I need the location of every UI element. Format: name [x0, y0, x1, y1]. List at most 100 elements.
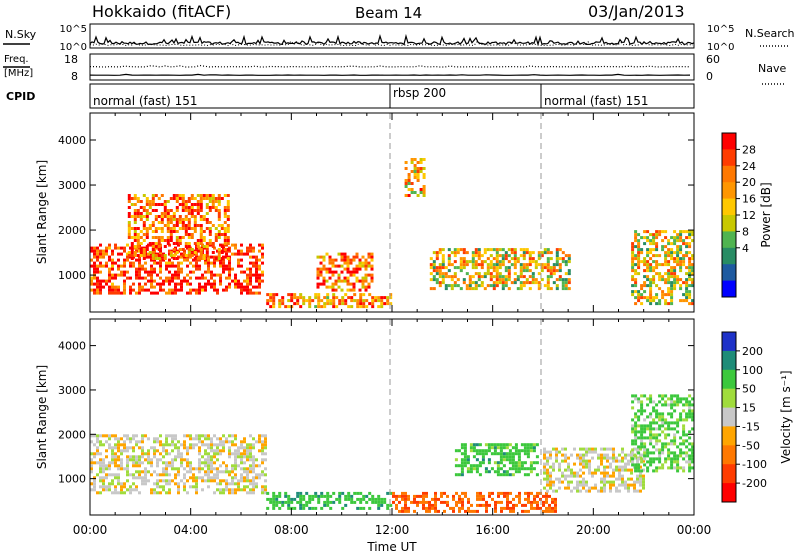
power-cell: [380, 302, 384, 306]
power-cell: [688, 257, 692, 261]
power-cell: [168, 252, 171, 256]
velocity-cell: [198, 470, 201, 474]
power-cell: [240, 288, 243, 292]
velocity-cell: [609, 474, 612, 478]
power-cell: [331, 288, 335, 292]
power-cell: [255, 267, 258, 271]
power-cell: [154, 245, 158, 248]
velocity-cell: [96, 437, 99, 441]
power-cell: [136, 212, 140, 215]
velocity-cell: [117, 440, 120, 444]
velocity-cell: [243, 479, 246, 483]
velocity-cell: [555, 477, 558, 481]
velocity-cell: [661, 418, 665, 422]
power-cell: [105, 252, 108, 256]
velocity-cell: [591, 456, 594, 460]
power-cell: [129, 291, 132, 295]
power-cell: [631, 248, 635, 252]
velocity-cell: [652, 400, 656, 404]
velocity-cell: [144, 479, 147, 483]
velocity-cell: [664, 394, 668, 398]
power-cell: [383, 302, 387, 306]
velocity-cell: [249, 482, 252, 486]
power-cell: [483, 275, 487, 279]
velocity-cell: [655, 403, 659, 407]
velocity-cell: [93, 434, 96, 438]
power-cell: [419, 170, 423, 173]
velocity-cell: [392, 500, 395, 504]
velocity-cell: [529, 449, 533, 453]
velocity-cell: [508, 473, 512, 477]
velocity-cell: [237, 446, 240, 450]
velocity-cell: [478, 443, 482, 447]
power-cell: [99, 279, 102, 283]
velocity-cell: [682, 433, 686, 437]
velocity-cell: [419, 500, 422, 504]
power-cell: [495, 251, 499, 255]
velocity-cell: [96, 440, 99, 444]
velocity-cell: [144, 473, 147, 477]
freq-tick-bottom: 8: [71, 70, 78, 83]
velocity-cell: [216, 470, 219, 474]
power-cell: [120, 252, 123, 256]
power-cell: [193, 221, 197, 224]
power-cell: [169, 215, 173, 218]
power-cell: [102, 264, 105, 268]
power-cell: [174, 264, 177, 268]
velocity-cell: [240, 440, 243, 444]
power-cell: [643, 284, 647, 288]
velocity-cell: [600, 462, 603, 466]
velocity-cell: [234, 449, 237, 453]
velocity-cell: [661, 445, 665, 449]
power-cell: [217, 236, 221, 239]
velocity-cell: [643, 418, 647, 422]
power-cell: [664, 260, 668, 264]
power-cell: [213, 255, 216, 259]
velocity-cell: [353, 491, 357, 495]
power-cell: [222, 261, 225, 265]
power-cell: [334, 279, 338, 283]
power-cell: [489, 263, 493, 267]
power-cell: [370, 252, 374, 256]
velocity-cell: [99, 452, 102, 456]
velocity-cell: [228, 470, 231, 474]
power-cell: [226, 200, 230, 203]
power-cell: [246, 279, 249, 283]
velocity-cell: [457, 464, 461, 468]
velocity-cell: [207, 437, 210, 441]
velocity-cell: [490, 452, 494, 456]
velocity-cell: [463, 455, 467, 459]
velocity-cell: [246, 455, 249, 459]
power-cell: [133, 212, 137, 215]
velocity-cell: [99, 470, 102, 474]
power-cell: [346, 261, 350, 265]
velocity-cell: [475, 452, 479, 456]
power-cell: [352, 273, 356, 277]
velocity-cell: [667, 397, 671, 401]
power-cell: [631, 284, 635, 288]
velocity-cell: [615, 477, 618, 481]
power-cell: [150, 255, 153, 259]
velocity-cell: [96, 452, 99, 456]
power-cell: [169, 239, 173, 242]
velocity-cell: [192, 476, 195, 480]
velocity-cell: [120, 458, 123, 462]
power-cell: [685, 245, 689, 249]
power-cell: [358, 288, 362, 292]
velocity-cell: [652, 445, 656, 449]
power-cell: [335, 305, 339, 309]
velocity-cell: [546, 468, 549, 472]
velocity-cell: [475, 464, 479, 468]
velocity-cell: [261, 488, 264, 492]
velocity-cell: [219, 491, 222, 495]
power-cell: [258, 264, 261, 268]
velocity-cell: [252, 479, 255, 483]
power-cell: [646, 239, 650, 243]
power-cell: [150, 264, 153, 268]
power-cell: [213, 282, 216, 286]
velocity-cell: [117, 446, 120, 450]
power-cell: [90, 279, 93, 283]
power-cell: [217, 224, 221, 227]
velocity-cell: [264, 437, 267, 441]
power-cell: [130, 215, 134, 218]
